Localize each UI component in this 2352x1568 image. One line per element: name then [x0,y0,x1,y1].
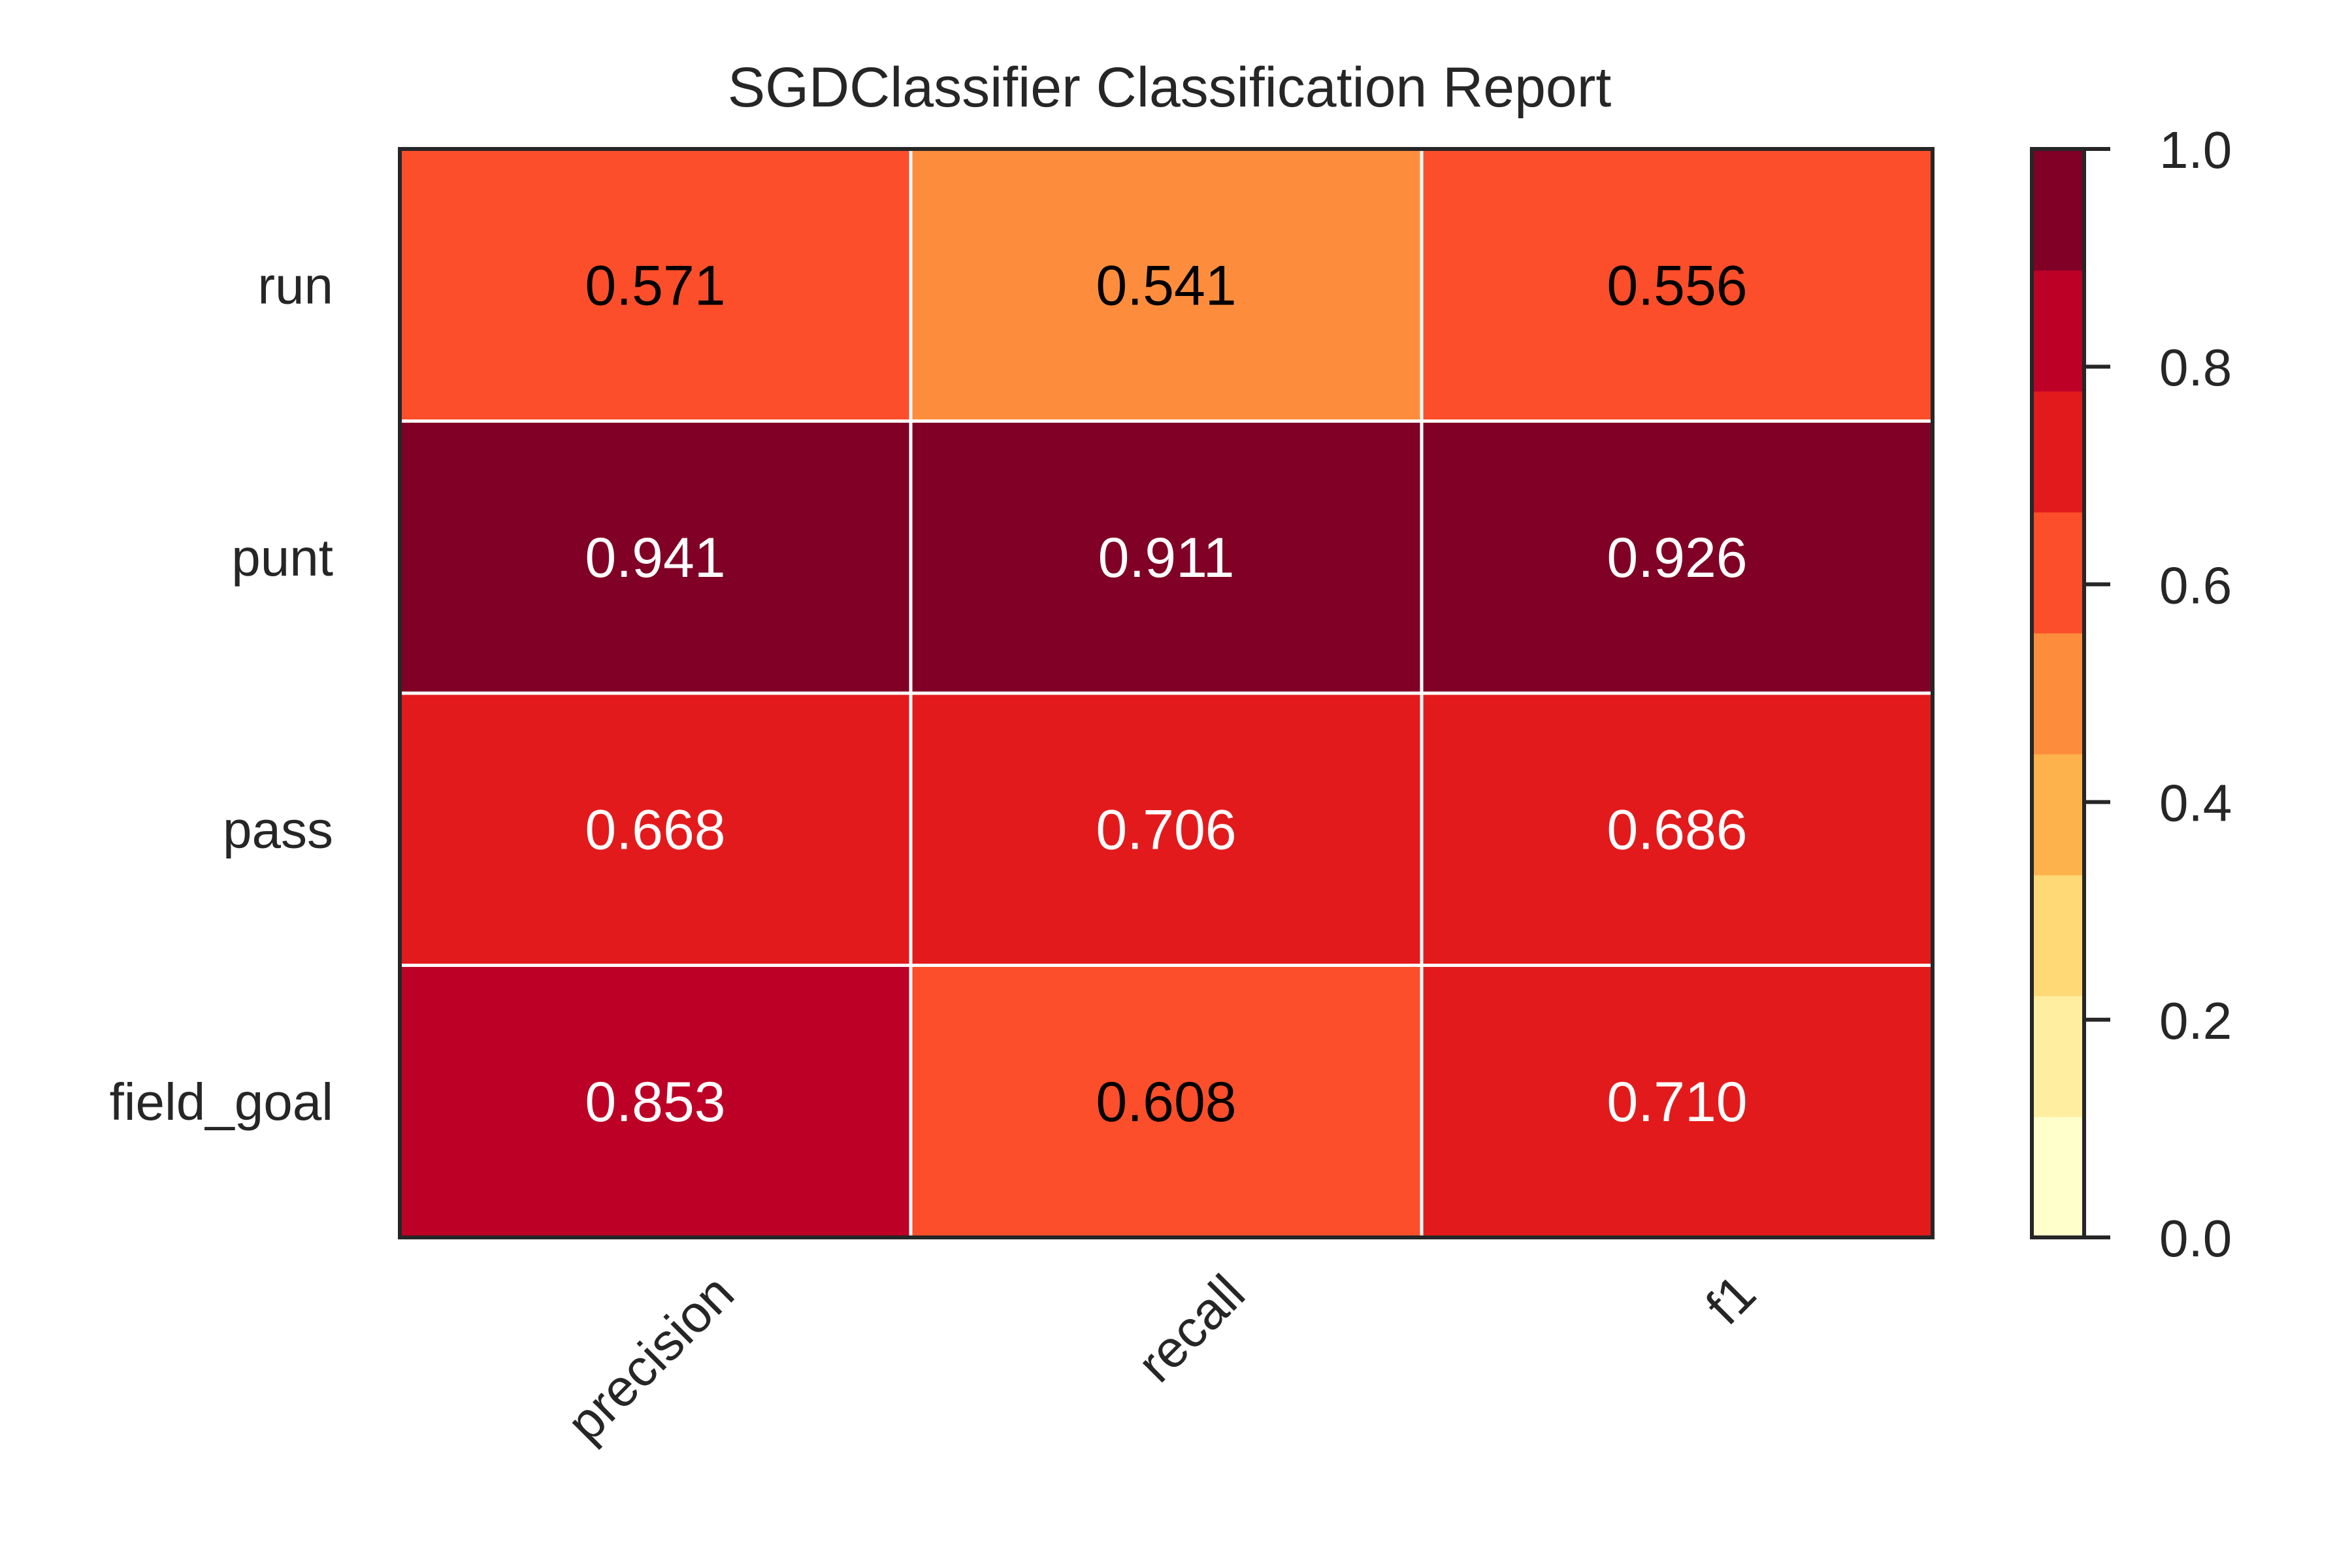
colorbar-tick-label: 0.4 [2159,774,2232,832]
heatmap-cell [398,419,913,695]
heatmap-cell [1420,419,1935,695]
cell-value-label: 0.556 [1607,254,1747,317]
cell-value-label: 0.571 [585,254,725,317]
colorbar-segment [2032,512,2084,634]
row-labels: run punt pass field_goal [110,256,334,1131]
cell-value-label: 0.686 [1607,798,1747,861]
colorbar-tick-label: 0.2 [2159,992,2232,1050]
cell-value-label: 0.941 [585,527,725,589]
heatmap-cell [909,147,1424,423]
cell-value-label: 0.706 [1096,798,1236,861]
column-label: precision [556,1264,745,1452]
column-label: recall [1126,1264,1256,1393]
cell-value-label: 0.668 [585,798,725,861]
colorbar-segment [2032,874,2084,996]
row-label: field_goal [110,1073,334,1131]
heatmap-cell [398,964,913,1239]
row-label: run [257,256,333,314]
cell-value-label: 0.911 [1098,527,1235,589]
cell-value-label: 0.608 [1096,1071,1236,1134]
colorbar-segment [2032,391,2084,513]
colorbar-segment [2032,995,2084,1117]
row-label: punt [231,529,333,587]
heatmap-frame [398,147,1935,1239]
colorbar-segment [2032,632,2084,755]
heatmap-cell [909,419,1424,695]
cell-value-label: 0.710 [1607,1071,1747,1134]
heatmap-cell [909,691,1424,967]
column-label: f1 [1695,1264,1767,1335]
row-label: pass [223,800,333,858]
colorbar-tick-label: 0.6 [2159,556,2232,614]
colorbar-segment [2032,1116,2084,1238]
cell-value-label: 0.853 [585,1071,725,1134]
colorbar-frame [2030,147,2086,1239]
heatmap-cell [1420,964,1935,1239]
colorbar-tick-label: 1.0 [2159,121,2232,179]
cell-value-label: 0.541 [1096,254,1236,317]
cell-value-label: 0.926 [1607,527,1747,589]
colorbar-segment [2032,149,2084,271]
chart-title: SGDClassifier Classification Report [728,56,1612,119]
colorbar-tick-label: 0.0 [2159,1209,2232,1267]
colorbar-tick-label: 0.8 [2159,338,2232,397]
column-labels: precision recall f1 [556,1264,1767,1452]
colorbar: 0.0 0.2 0.4 0.6 0.8 1.0 [2030,121,2232,1267]
heatmap-grid: 0.571 0.541 0.556 0.941 0.911 0.926 0.668 0.706… [398,147,1935,1239]
colorbar-segment [2032,270,2084,392]
heatmap-cell [398,147,913,423]
colorbar-segment [2032,753,2084,875]
